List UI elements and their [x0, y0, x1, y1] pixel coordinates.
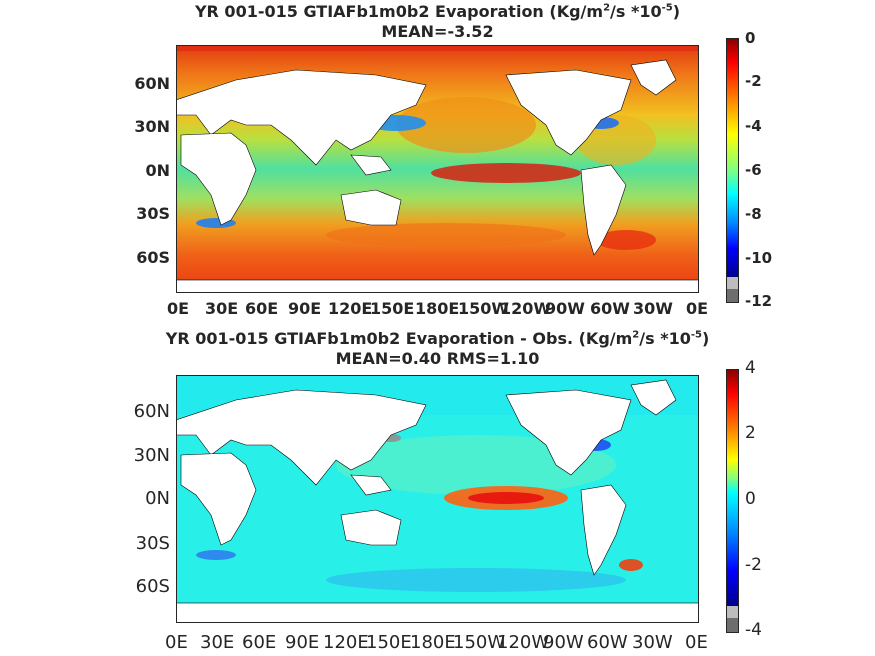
- bottom-x-tick: 60W: [587, 632, 628, 653]
- top-x-tick: 150W: [458, 299, 510, 318]
- top-colorbar-label: -10: [745, 249, 773, 267]
- bottom-evaporation-bias-map: [176, 375, 699, 623]
- bottom-x-tick: 30E: [200, 632, 235, 653]
- bottom-colorbar: [726, 369, 739, 633]
- greenland: [630, 379, 677, 416]
- top-x-tick: 150E: [370, 299, 415, 318]
- top-colorbar-label: -8: [745, 205, 762, 223]
- top-x-tick: 120E: [328, 299, 373, 318]
- top-y-tick: 0N: [145, 161, 170, 180]
- top-map-subtitle: MEAN=-3.52: [381, 22, 494, 41]
- bottom-colorbar-label: 0: [745, 489, 756, 509]
- bottom-x-tick: 120E: [323, 632, 369, 653]
- antarctica: [176, 279, 699, 293]
- top-x-tick: 90W: [545, 299, 585, 318]
- bottom-y-tick: 0N: [145, 488, 170, 509]
- bottom-colorbar-label: -2: [745, 555, 762, 575]
- top-x-tick: 120W: [500, 299, 552, 318]
- south-america: [580, 164, 627, 256]
- top-y-tick: 60N: [134, 74, 170, 93]
- australia: [340, 509, 402, 546]
- bottom-x-tick: 30W: [632, 632, 673, 653]
- bottom-colorbar-label: 2: [745, 423, 756, 443]
- bottom-y-tick: 60S: [135, 576, 170, 597]
- bottom-x-tick: 150W: [453, 632, 506, 653]
- bottom-x-tick: 150E: [366, 632, 412, 653]
- top-y-tick: 60S: [136, 248, 170, 267]
- top-colorbar-label: -2: [745, 72, 762, 90]
- top-colorbar: [726, 38, 739, 303]
- bottom-y-tick: 60N: [133, 401, 170, 422]
- top-x-tick: 90E: [288, 299, 322, 318]
- antarctica: [176, 602, 699, 623]
- bottom-y-tick: 30S: [135, 533, 170, 554]
- top-x-tick: 60W: [590, 299, 630, 318]
- top-y-tick: 30N: [134, 117, 170, 136]
- africa: [180, 452, 257, 546]
- africa: [180, 132, 257, 226]
- indonesia: [350, 154, 392, 176]
- top-x-tick: 60E: [245, 299, 279, 318]
- north-america: [505, 389, 632, 476]
- top-x-tick: 0E: [686, 299, 709, 318]
- bottom-x-tick: 90E: [285, 632, 320, 653]
- bottom-colorbar-label: -4: [745, 620, 762, 640]
- greenland: [630, 59, 677, 96]
- top-colorbar-label: -4: [745, 117, 762, 135]
- top-x-tick: 30W: [633, 299, 673, 318]
- bottom-map-subtitle: MEAN=0.40 RMS=1.10: [335, 349, 540, 368]
- eq-pacific-cold-tongue: [431, 163, 581, 183]
- bottom-x-tick: 0E: [685, 632, 708, 653]
- top-evaporation-map: [176, 45, 699, 293]
- top-x-tick: 180E: [415, 299, 460, 318]
- bottom-x-tick: 120W: [497, 632, 550, 653]
- indonesia: [350, 474, 392, 496]
- top-colorbar-label: 0: [745, 29, 756, 47]
- north-america: [505, 69, 632, 156]
- bottom-x-tick: 60E: [242, 632, 277, 653]
- bottom-x-tick: 180E: [410, 632, 456, 653]
- top-x-tick: 0E: [167, 299, 190, 318]
- top-colorbar-label: -6: [745, 161, 762, 179]
- top-y-tick: 30S: [136, 204, 170, 223]
- top-colorbar-label: -12: [745, 292, 773, 310]
- south-america: [580, 484, 627, 576]
- bottom-map-title: YR 001-015 GTIAFb1m0b2 Evaporation - Obs…: [165, 329, 710, 348]
- bottom-x-tick: 0E: [165, 632, 188, 653]
- top-map-title: YR 001-015 GTIAFb1m0b2 Evaporation (Kg/m…: [194, 2, 681, 21]
- bottom-colorbar-label: 4: [745, 358, 756, 378]
- australia: [340, 189, 402, 226]
- top-x-tick: 30E: [205, 299, 239, 318]
- bottom-x-tick: 90W: [543, 632, 584, 653]
- bottom-y-tick: 30N: [133, 445, 170, 466]
